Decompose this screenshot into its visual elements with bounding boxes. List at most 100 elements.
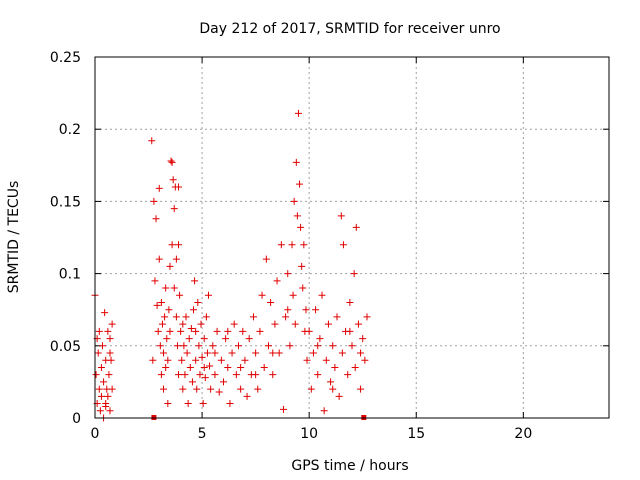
- data-point: [293, 212, 301, 220]
- data-point: [153, 301, 161, 309]
- data-point: [314, 371, 322, 379]
- data-point: [169, 176, 177, 184]
- data-point: [284, 306, 292, 314]
- data-point: [241, 356, 249, 364]
- data-point: [185, 335, 193, 343]
- data-point: [351, 363, 359, 371]
- data-point: [307, 385, 315, 393]
- data-point: [275, 349, 283, 357]
- data-point: [273, 277, 281, 285]
- data-point: [284, 270, 292, 278]
- data-point: [262, 255, 270, 263]
- data-point: [165, 306, 173, 314]
- data-point: [203, 349, 211, 357]
- data-point: [106, 335, 114, 343]
- data-point: [168, 241, 176, 249]
- data-point: [170, 284, 178, 292]
- data-point: [199, 400, 207, 408]
- data-point: [271, 320, 279, 328]
- data-point: [213, 327, 221, 335]
- data-point: [183, 349, 191, 357]
- data-point: [161, 313, 169, 321]
- data-point: [195, 342, 203, 350]
- data-point: [294, 109, 302, 117]
- data-point: [339, 241, 347, 249]
- data-point: [357, 385, 365, 393]
- data-point: [346, 298, 354, 306]
- x-tick-label: 5: [198, 426, 207, 442]
- data-point: [166, 262, 174, 270]
- data-point: [207, 385, 215, 393]
- data-point: [151, 277, 159, 285]
- data-point: [152, 215, 160, 223]
- plot-frame: [94, 56, 610, 419]
- data-point: [300, 241, 308, 249]
- data-point: [277, 241, 285, 249]
- y-tick-label: 0.15: [50, 194, 81, 210]
- data-point: [267, 298, 275, 306]
- data-point: [97, 392, 105, 400]
- data-point: [96, 407, 104, 415]
- data-point: [108, 385, 116, 393]
- data-point: [331, 363, 339, 371]
- data-point: [107, 356, 115, 364]
- data-point: [211, 349, 219, 357]
- data-point: [254, 385, 262, 393]
- y-tick-label: 0.05: [50, 339, 81, 355]
- data-point: [234, 342, 242, 350]
- data-point: [192, 327, 200, 335]
- data-point: [162, 363, 170, 371]
- data-point: [230, 320, 238, 328]
- data-point: [298, 262, 306, 270]
- data-point: [258, 291, 266, 299]
- data-point: [357, 349, 365, 357]
- data-point: [155, 255, 163, 263]
- data-point: [352, 223, 360, 231]
- data-point: [303, 356, 311, 364]
- x-tick-label: 10: [300, 426, 318, 442]
- data-point: [101, 309, 109, 317]
- y-tick-label: 0.2: [59, 122, 81, 138]
- data-point: [237, 363, 245, 371]
- data-point: [166, 327, 174, 335]
- points-layer: [91, 109, 371, 422]
- data-point: [167, 157, 175, 165]
- data-point: [188, 378, 196, 386]
- data-point: [150, 197, 158, 205]
- x-axis-label: GPS time / hours: [291, 458, 408, 474]
- data-point: [320, 407, 328, 415]
- data-point: [348, 342, 356, 350]
- data-point: [305, 327, 313, 335]
- data-point: [209, 342, 217, 350]
- data-point: [193, 385, 201, 393]
- data-point: [164, 400, 172, 408]
- data-point: [157, 298, 165, 306]
- data-point: [264, 342, 272, 350]
- data-point: [260, 363, 268, 371]
- data-point: [354, 320, 362, 328]
- y-axis-label: SRMTID / TECUs: [6, 181, 22, 294]
- data-point: [175, 371, 183, 379]
- data-point: [220, 378, 227, 386]
- data-point: [290, 197, 298, 205]
- data-point: [182, 313, 190, 321]
- data-point: [239, 327, 247, 335]
- data-point: [363, 313, 371, 321]
- data-point: [200, 363, 208, 371]
- data-point: [237, 385, 245, 393]
- data-point: [186, 363, 194, 371]
- data-point: [104, 327, 112, 335]
- data-point: [211, 371, 219, 379]
- data-point: [154, 327, 162, 335]
- data-point: [361, 356, 369, 364]
- data-point: [148, 137, 156, 145]
- data-point: [94, 349, 102, 357]
- data-point: [202, 313, 210, 321]
- data-point: [106, 407, 114, 415]
- data-point: [173, 342, 181, 350]
- data-point: [172, 313, 180, 321]
- data-point: [292, 158, 300, 166]
- data-point: [314, 342, 322, 350]
- data-point: [104, 392, 112, 400]
- data-point: [184, 400, 192, 408]
